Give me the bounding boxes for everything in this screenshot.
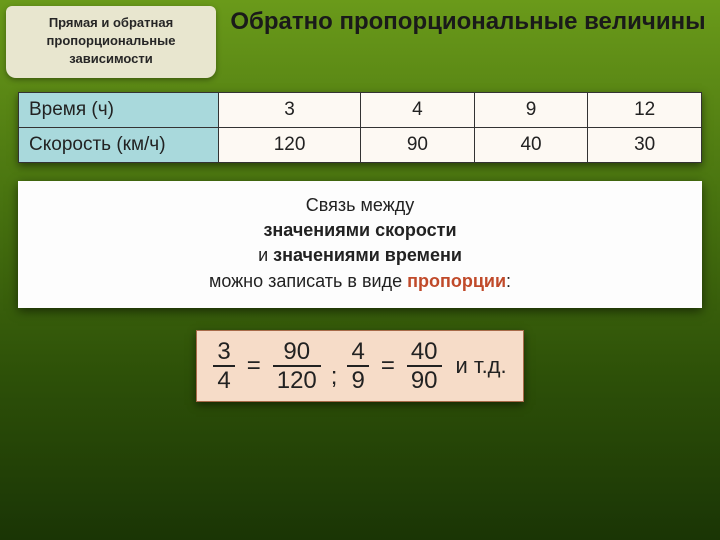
cell: 120: [219, 128, 361, 163]
cell: 12: [588, 93, 702, 128]
cell: 30: [588, 128, 702, 163]
table-row: Время (ч) 3 4 9 12: [19, 93, 702, 128]
desc-line-bold: значениями скорости: [32, 218, 688, 243]
row-header-speed: Скорость (км/ч): [19, 128, 219, 163]
cell: 40: [474, 128, 588, 163]
page-title-text: Обратно пропорциональные величины: [230, 8, 705, 35]
table-row: Скорость (км/ч) 120 90 40 30: [19, 128, 702, 163]
equals-sign: =: [379, 352, 397, 380]
cell: 9: [474, 93, 588, 128]
desc-line: и значениями времени: [32, 243, 688, 268]
et-cetera: и т.д.: [456, 353, 507, 379]
description-box: Связь между значениями скорости и значен…: [18, 181, 702, 308]
desc-line: Связь между: [32, 193, 688, 218]
fraction: 4 9: [347, 339, 368, 393]
cell: 3: [219, 93, 361, 128]
desc-line: можно записать в виде пропорции:: [32, 269, 688, 294]
cell: 90: [361, 128, 475, 163]
fraction: 3 4: [213, 339, 234, 393]
separator: ;: [331, 363, 338, 393]
formula-container: 3 4 = 90 120 ; 4 9 = 40 90 и т.д.: [0, 330, 720, 402]
row-header-time: Время (ч): [19, 93, 219, 128]
section-tab-text: Прямая и обратная пропорциональные завис…: [47, 15, 176, 66]
fraction: 40 90: [407, 339, 442, 393]
page-title: Обратно пропорциональные величины: [216, 0, 720, 41]
fraction: 90 120: [273, 339, 321, 393]
proportion-formula: 3 4 = 90 120 ; 4 9 = 40 90 и т.д.: [196, 330, 523, 402]
section-tab: Прямая и обратная пропорциональные завис…: [6, 6, 216, 78]
cell: 4: [361, 93, 475, 128]
equals-sign: =: [245, 352, 263, 380]
data-table: Время (ч) 3 4 9 12 Скорость (км/ч) 120 9…: [18, 92, 702, 163]
